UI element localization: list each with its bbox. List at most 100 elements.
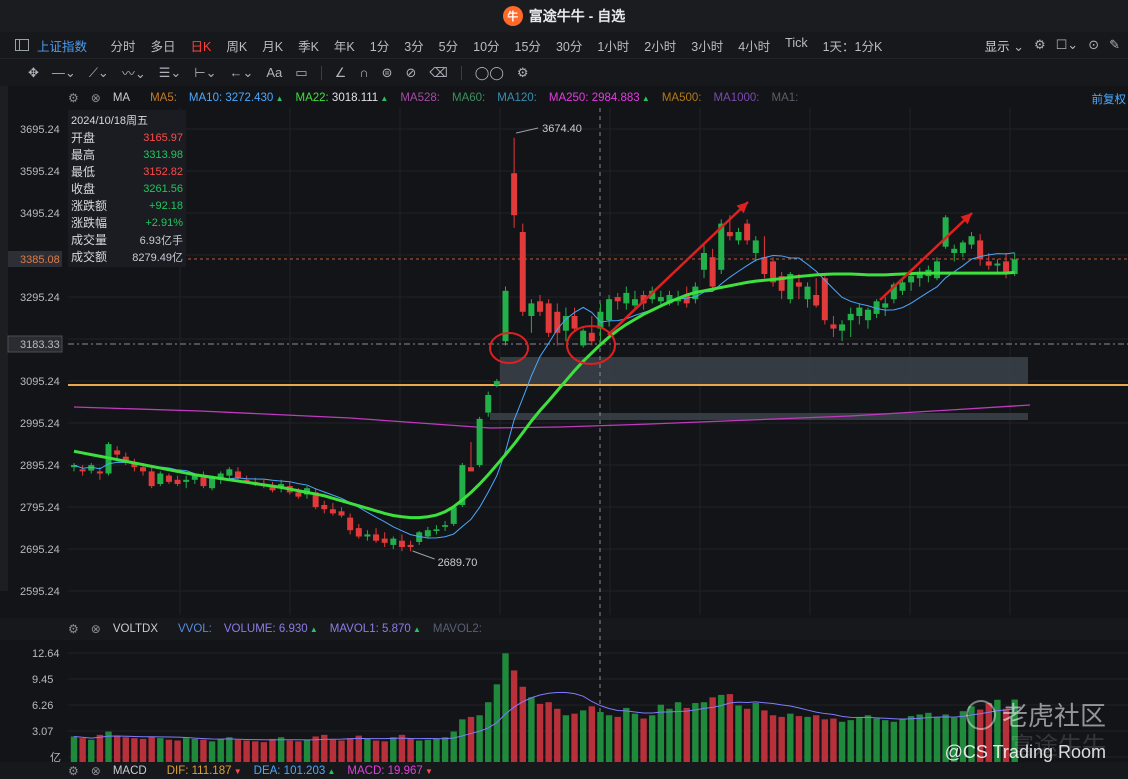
layout-square-icon[interactable]: ☐⌄ (1055, 37, 1079, 52)
candle (744, 219, 751, 245)
legend-item[interactable]: MA5: (150, 92, 177, 104)
brush-icon[interactable]: ∠ (334, 64, 347, 80)
trash-icon[interactable]: ⌫ (429, 64, 448, 80)
fib-tool-icon[interactable]: ☰⌄ (158, 64, 182, 80)
pencil-icon[interactable]: ✎ (1109, 37, 1120, 52)
macd-indicator-name[interactable]: MACD (112, 765, 147, 777)
period-tab[interactable]: 年K (333, 39, 355, 54)
legend-item[interactable]: MA60: (452, 92, 485, 104)
adjust-label[interactable]: 前复权 (1091, 94, 1127, 106)
period-tab[interactable]: 1分 (369, 39, 390, 54)
ma22-line (73, 270, 1015, 520)
highlight-circle (489, 332, 529, 364)
highlight-circle (566, 325, 616, 365)
settings-gear-icon[interactable]: ⚙ (68, 764, 79, 778)
arrow-tool-icon[interactable]: ←⌄ (229, 64, 254, 80)
volume-indicator-name[interactable]: VOLTDX (112, 623, 158, 635)
candle-body (666, 295, 673, 304)
period-tab[interactable]: 1小时 (597, 39, 630, 54)
hide-icon[interactable]: ⊘ (405, 64, 417, 80)
wave-tool-icon[interactable]: 〰⌄ (121, 66, 146, 81)
text-tool-icon[interactable]: Aa (266, 65, 283, 80)
volume-bar (623, 707, 630, 779)
close-icon[interactable]: ⊗ (90, 91, 101, 105)
candle (407, 540, 414, 552)
ohlc-rows: 开盘 3165.97 最高 3313.98 最低 3152.82 收盘 3261.56 涨跌额 +… (71, 129, 183, 265)
period-tabs: 分时 多日 日K 周K 月K 季K 年K 1分 3分 5分 10分 15分 30分 1小时 2小时 3小时 4小… (103, 36, 890, 55)
crosshair-move-icon[interactable]: ✥ (28, 64, 39, 80)
legend-item[interactable]: MAVOL2: (433, 623, 482, 635)
period-tab[interactable]: 3分 (404, 39, 424, 54)
legend-item[interactable]: VVOL: (178, 623, 212, 635)
ray-tool-icon[interactable]: ⟋⌄ (88, 64, 109, 80)
legend-item[interactable]: VOLUME: 6.930 ▲ (224, 623, 318, 635)
period-tab[interactable]: 4小时 (738, 39, 771, 54)
period-tab[interactable]: 月K (262, 39, 284, 54)
period-tab[interactable]: Tick (785, 35, 808, 50)
candle-body (804, 286, 811, 300)
camera-icon[interactable]: ⊙ (1088, 37, 1100, 52)
candle-body (562, 316, 569, 331)
range-tool-icon[interactable]: ⊢⌄ (194, 64, 217, 80)
volume-bar (243, 740, 250, 779)
candle-body (381, 538, 388, 543)
legend-item[interactable]: DIF: 111.187 ▼ (167, 765, 242, 777)
close-icon[interactable]: ⊗ (90, 622, 101, 636)
close-icon[interactable]: ⊗ (90, 764, 101, 778)
volume-bar (968, 706, 975, 779)
legend-item[interactable]: MAVOL1: 5.870 ▲ (330, 623, 421, 635)
legend-item[interactable]: MACD: 19.967 ▼ (347, 765, 433, 777)
candle-body (88, 465, 95, 471)
draw-settings-icon[interactable]: ⚙ (516, 64, 529, 80)
settings-gear-icon[interactable]: ⚙ (1033, 37, 1046, 52)
period-tab[interactable]: 10分 (473, 39, 500, 54)
candle (554, 303, 561, 346)
candle (951, 244, 958, 262)
legend-item[interactable]: MA22: 3018.111 ▲ (295, 92, 388, 104)
volume-bar (804, 716, 811, 779)
legend-item[interactable]: DEA: 101.203 ▲ (254, 765, 336, 777)
candle-body (1011, 259, 1018, 275)
legend-item[interactable]: MA10: 3272.430 ▲ (189, 92, 284, 104)
legend-item[interactable]: MA1000: (713, 92, 759, 104)
period-tab[interactable]: 30分 (555, 39, 583, 54)
line-tool-icon[interactable]: —⌄ (51, 64, 76, 80)
period-tab[interactable]: 5分 (438, 39, 459, 54)
legend-item[interactable]: MA250: 2984.883 ▲ (549, 92, 650, 104)
ma-indicator-name[interactable]: MA (112, 92, 131, 104)
legend-item[interactable]: MA500: (662, 92, 702, 104)
sidebar-toggle-icon[interactable] (15, 39, 29, 51)
period-tab[interactable]: 多日 (150, 39, 176, 54)
candle (649, 286, 656, 304)
legend-item[interactable]: MA120: (497, 92, 537, 104)
display-dropdown[interactable]: 显示 ⌄ (985, 36, 1024, 55)
link-icon[interactable]: ⊜ (381, 64, 393, 80)
period-tab[interactable]: 周K (226, 39, 248, 54)
period-tab[interactable]: 日K (190, 39, 212, 54)
period-tab[interactable]: 15分 (514, 39, 541, 54)
period-tab[interactable]: 分时 (110, 39, 136, 54)
candle-body (329, 509, 336, 514)
volume-bar (830, 718, 837, 779)
price-chart[interactable]: 3674.40 2689.70 3695.24 3595.24 3495.24 3385.… (0, 86, 1128, 779)
index-name[interactable]: 上证指数 (37, 39, 88, 54)
candle (165, 473, 172, 485)
period-tab[interactable]: 1天：1分K (822, 39, 883, 54)
magnet-icon[interactable]: ∩ (359, 65, 369, 80)
candle-body (467, 467, 474, 472)
legend-label: MA500: (661, 92, 702, 104)
legend-label: MA5: (150, 92, 177, 104)
legend-item[interactable]: MA528: (400, 92, 440, 104)
volume-bar (174, 740, 181, 779)
legend-label: MA1: (771, 92, 799, 104)
comment-tool-icon[interactable]: ▭ (295, 64, 308, 80)
legend-item[interactable]: MA1: (772, 92, 799, 104)
settings-gear-icon[interactable]: ⚙ (68, 91, 79, 105)
toggle-icon[interactable]: ◯◯ (474, 64, 504, 80)
period-toolbar: 上证指数 分时 多日 日K 周K 月K 季K 年K 1分 3分 5分 10分 15分 30分 1小时 2小时… (0, 32, 1128, 58)
period-tab[interactable]: 2小时 (644, 39, 677, 54)
settings-gear-icon[interactable]: ⚙ (68, 622, 79, 636)
period-tab[interactable]: 季K (298, 39, 319, 54)
legend-label: MA60: (451, 92, 486, 104)
period-tab[interactable]: 3小时 (691, 39, 724, 54)
